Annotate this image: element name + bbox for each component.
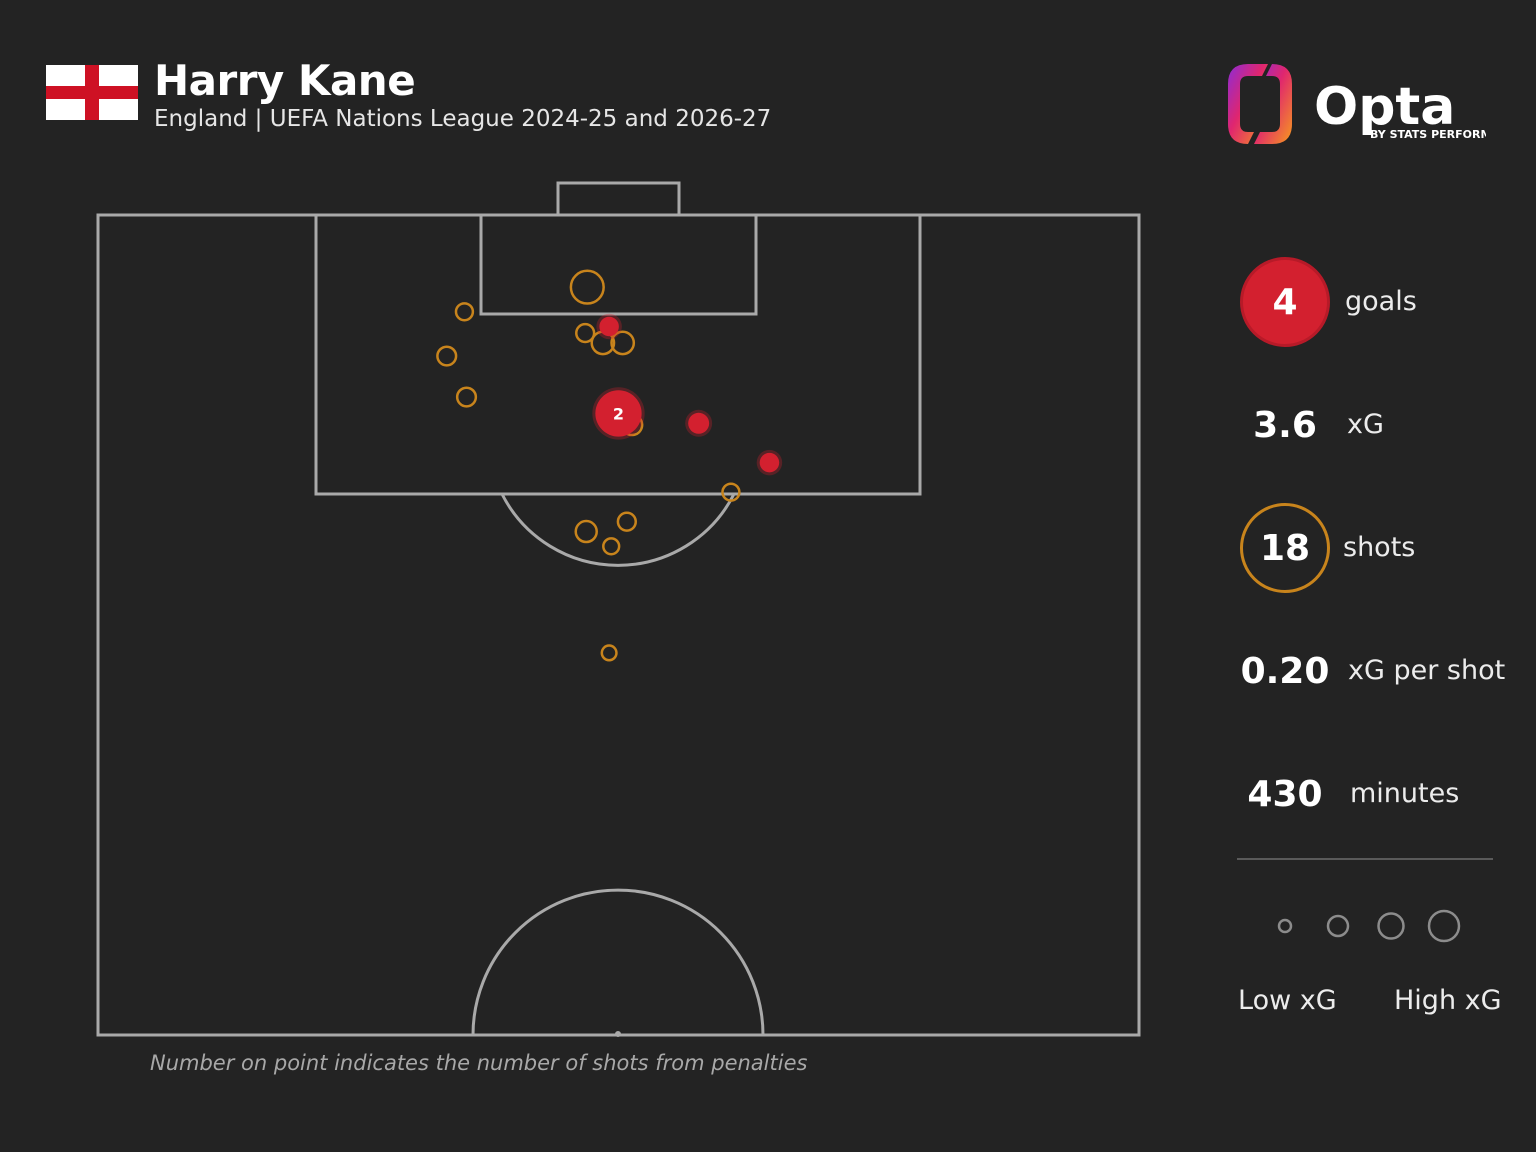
stats-divider: [1237, 858, 1493, 860]
stat-xg-per-shot-value: 0.20: [1240, 650, 1330, 692]
centre-spot: [615, 1031, 621, 1037]
england-flag-icon: [46, 65, 138, 120]
opta-logo-icon: [1228, 64, 1292, 144]
shot-point: [600, 644, 618, 662]
shot-point: [569, 269, 605, 305]
opta-logo: Opta BY STATS PERFORM: [1228, 64, 1486, 144]
stat-minutes-value: 430: [1247, 773, 1323, 815]
stat-xg-value: 3.6: [1253, 404, 1317, 446]
shot-point: [721, 482, 741, 502]
legend-circle: [1377, 912, 1405, 940]
six-yard-box: [479, 213, 758, 316]
shot-point: [575, 322, 596, 344]
stat-shots-label: shots: [1343, 532, 1416, 563]
penalty-area: [314, 213, 922, 496]
pitch-lines: [96, 181, 1141, 1037]
flag-cross-horizontal: [46, 86, 138, 99]
shot-point: [602, 537, 621, 556]
pitch-outline: [96, 213, 1141, 1037]
goal-point: [685, 409, 713, 437]
stat-xg-label: xG: [1347, 409, 1384, 440]
legend-low-label: Low xG: [1238, 985, 1337, 1016]
legend-circle: [1326, 914, 1350, 938]
xg-size-legend: [1277, 909, 1461, 943]
stat-minutes-label: minutes: [1350, 778, 1460, 809]
goal-point: [596, 313, 622, 340]
legend-circle: [1427, 909, 1461, 943]
shot-point: [616, 511, 637, 532]
page-title: Harry Kane: [154, 56, 416, 105]
goal-point: 2: [592, 387, 645, 440]
stat-minutes: 430 minutes: [1240, 749, 1530, 839]
stat-goals-label: goals: [1345, 286, 1417, 317]
penalty-arc: [500, 493, 736, 567]
goal-point-dot: [595, 390, 642, 437]
goal: [556, 181, 681, 217]
stat-xg-per-shot: 0.20 xG per shot: [1240, 626, 1530, 716]
goal-point-dot: [599, 316, 619, 337]
stat-xg-per-shot-label: xG per shot: [1348, 655, 1506, 686]
shot-point: [610, 330, 636, 356]
goal-point-penalty-label: 2: [613, 404, 624, 423]
stat-xg: 3.6 xG: [1240, 380, 1530, 470]
stat-goals-value: 4: [1240, 257, 1330, 347]
footnote: Number on point indicates the number of …: [150, 1051, 808, 1075]
legend-circle: [1277, 918, 1293, 934]
goal-point-dot: [688, 412, 710, 434]
shot-map: 2: [96, 181, 1141, 1037]
stat-shots: 18 shots: [1240, 503, 1530, 593]
stat-shots-value: 18: [1240, 503, 1330, 593]
goal-point: [756, 449, 783, 476]
shots-layer: [436, 269, 741, 662]
opta-wordmark: Opta: [1314, 77, 1455, 137]
shot-point: [436, 345, 458, 367]
page-subtitle: England | UEFA Nations League 2024-25 an…: [154, 106, 772, 132]
goals-layer: 2: [592, 313, 783, 476]
shot-point: [574, 519, 598, 544]
stat-goals: 4 goals: [1240, 257, 1530, 347]
legend-high-label: High xG: [1394, 985, 1502, 1016]
goal-point-dot: [759, 452, 780, 473]
shot-point: [455, 386, 478, 408]
opta-tagline: BY STATS PERFORM: [1370, 128, 1486, 141]
shot-point: [454, 302, 475, 322]
centre-circle: [471, 888, 765, 1036]
